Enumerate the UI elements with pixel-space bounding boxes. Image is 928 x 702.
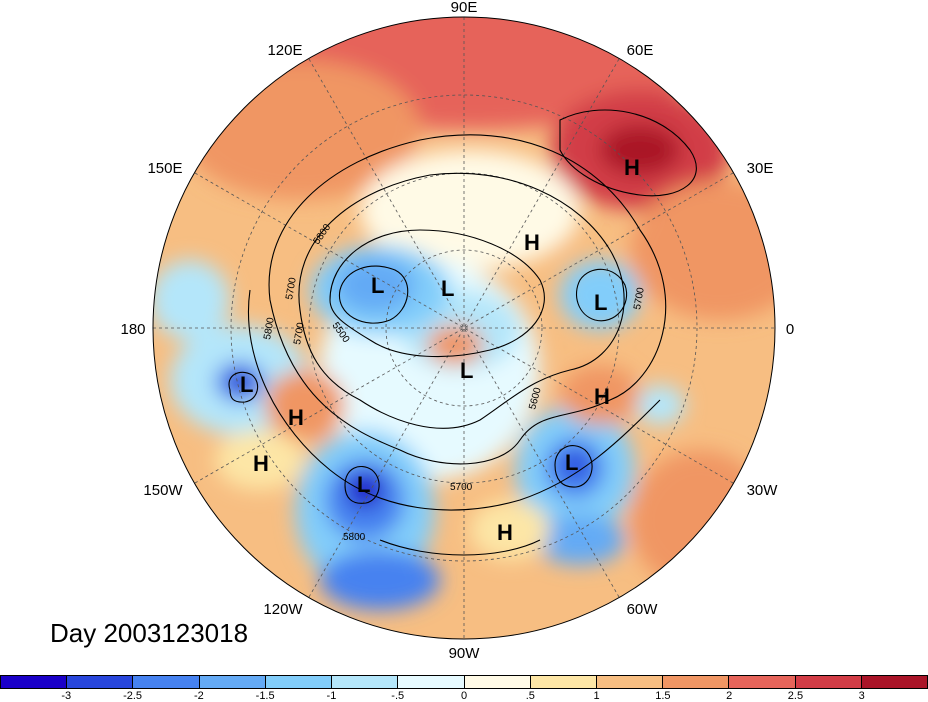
low-center: L xyxy=(460,358,473,383)
high-center: H xyxy=(497,520,513,545)
colorbar-swatch xyxy=(398,676,465,688)
colorbar-swatch xyxy=(596,676,664,688)
lon-label: 30E xyxy=(747,160,774,177)
high-center: H xyxy=(594,384,610,409)
colorbar-tick-label: .5 xyxy=(525,690,535,702)
colorbar-tick-label: -2 xyxy=(193,690,204,702)
colorbar-tick-label: 1.5 xyxy=(655,690,671,702)
colorbar-tick-label: -1 xyxy=(326,690,337,702)
contour-label: 5700 xyxy=(284,276,299,300)
colorbar xyxy=(0,675,928,689)
lon-label: 90W xyxy=(449,645,481,662)
low-center: L xyxy=(565,450,578,475)
lon-label: 150W xyxy=(143,482,183,499)
contour-label: 5800 xyxy=(262,316,277,340)
contour-label: 5700 xyxy=(632,286,647,310)
colorbar-tick-label: 3 xyxy=(858,690,865,702)
colorbar-swatch xyxy=(332,676,399,688)
anomaly-field xyxy=(153,17,775,639)
lon-label: 120E xyxy=(267,42,302,59)
low-center: L xyxy=(240,372,253,397)
colorbar-tick-label: 0 xyxy=(460,690,468,702)
colorbar-tick-label: 2 xyxy=(726,690,733,702)
low-center: L xyxy=(441,276,454,301)
low-center: L xyxy=(594,290,607,315)
lon-label: 0 xyxy=(786,321,794,338)
lon-label: 60W xyxy=(627,601,659,618)
lon-label: 30W xyxy=(747,482,779,499)
high-center: H xyxy=(253,451,269,476)
contour-label: 5700 xyxy=(292,321,307,345)
colorbar-swatch xyxy=(795,676,862,688)
colorbar-swatch xyxy=(530,676,597,688)
colorbar-swatch xyxy=(265,676,333,688)
colorbar-swatch xyxy=(1,676,68,688)
high-center: H xyxy=(524,230,540,255)
height-contours xyxy=(228,109,697,556)
lon-label: 60E xyxy=(627,42,654,59)
contour-label: 5800 xyxy=(343,532,366,543)
pressure-centers: H H L L L L L H H L H L H xyxy=(240,155,640,545)
lon-label: 90E xyxy=(451,0,478,16)
contour-label: 5700 xyxy=(450,482,473,493)
colorbar-tick-label: -1.5 xyxy=(255,690,275,702)
lon-label: 150E xyxy=(147,160,182,177)
colorbar-swatch xyxy=(861,676,928,688)
low-center: L xyxy=(357,472,370,497)
colorbar-tick-label: -.5 xyxy=(391,690,405,702)
graticule xyxy=(153,17,775,639)
colorbar-tick-label: -3 xyxy=(61,690,72,702)
map-boundary xyxy=(152,16,776,640)
colorbar-ticks: -3 -2.5 -2 -1.5 -1 -.5 0 .5 1 1.5 2 2.5 3 xyxy=(0,690,928,702)
low-center: L xyxy=(371,273,384,298)
colorbar-tick-label: 1 xyxy=(593,690,600,702)
colorbar-swatch xyxy=(663,676,730,688)
colorbar-swatch xyxy=(199,676,266,688)
longitude-labels: 90E 120E 60E 150E 30E 180 0 150W 30W 120… xyxy=(120,0,794,662)
colorbar-tick-label: 2.5 xyxy=(787,690,804,702)
colorbar-swatch xyxy=(464,676,531,688)
high-center: H xyxy=(288,405,304,430)
colorbar-tick-label: -2.5 xyxy=(123,690,143,702)
colorbar-swatch xyxy=(67,676,134,688)
day-title: Day 2003123018 xyxy=(50,618,249,648)
lon-label: 120W xyxy=(263,601,303,618)
colorbar-swatch xyxy=(729,676,796,688)
colorbar-swatch xyxy=(133,676,200,688)
high-center: H xyxy=(624,155,640,180)
lon-label: 180 xyxy=(120,321,145,338)
